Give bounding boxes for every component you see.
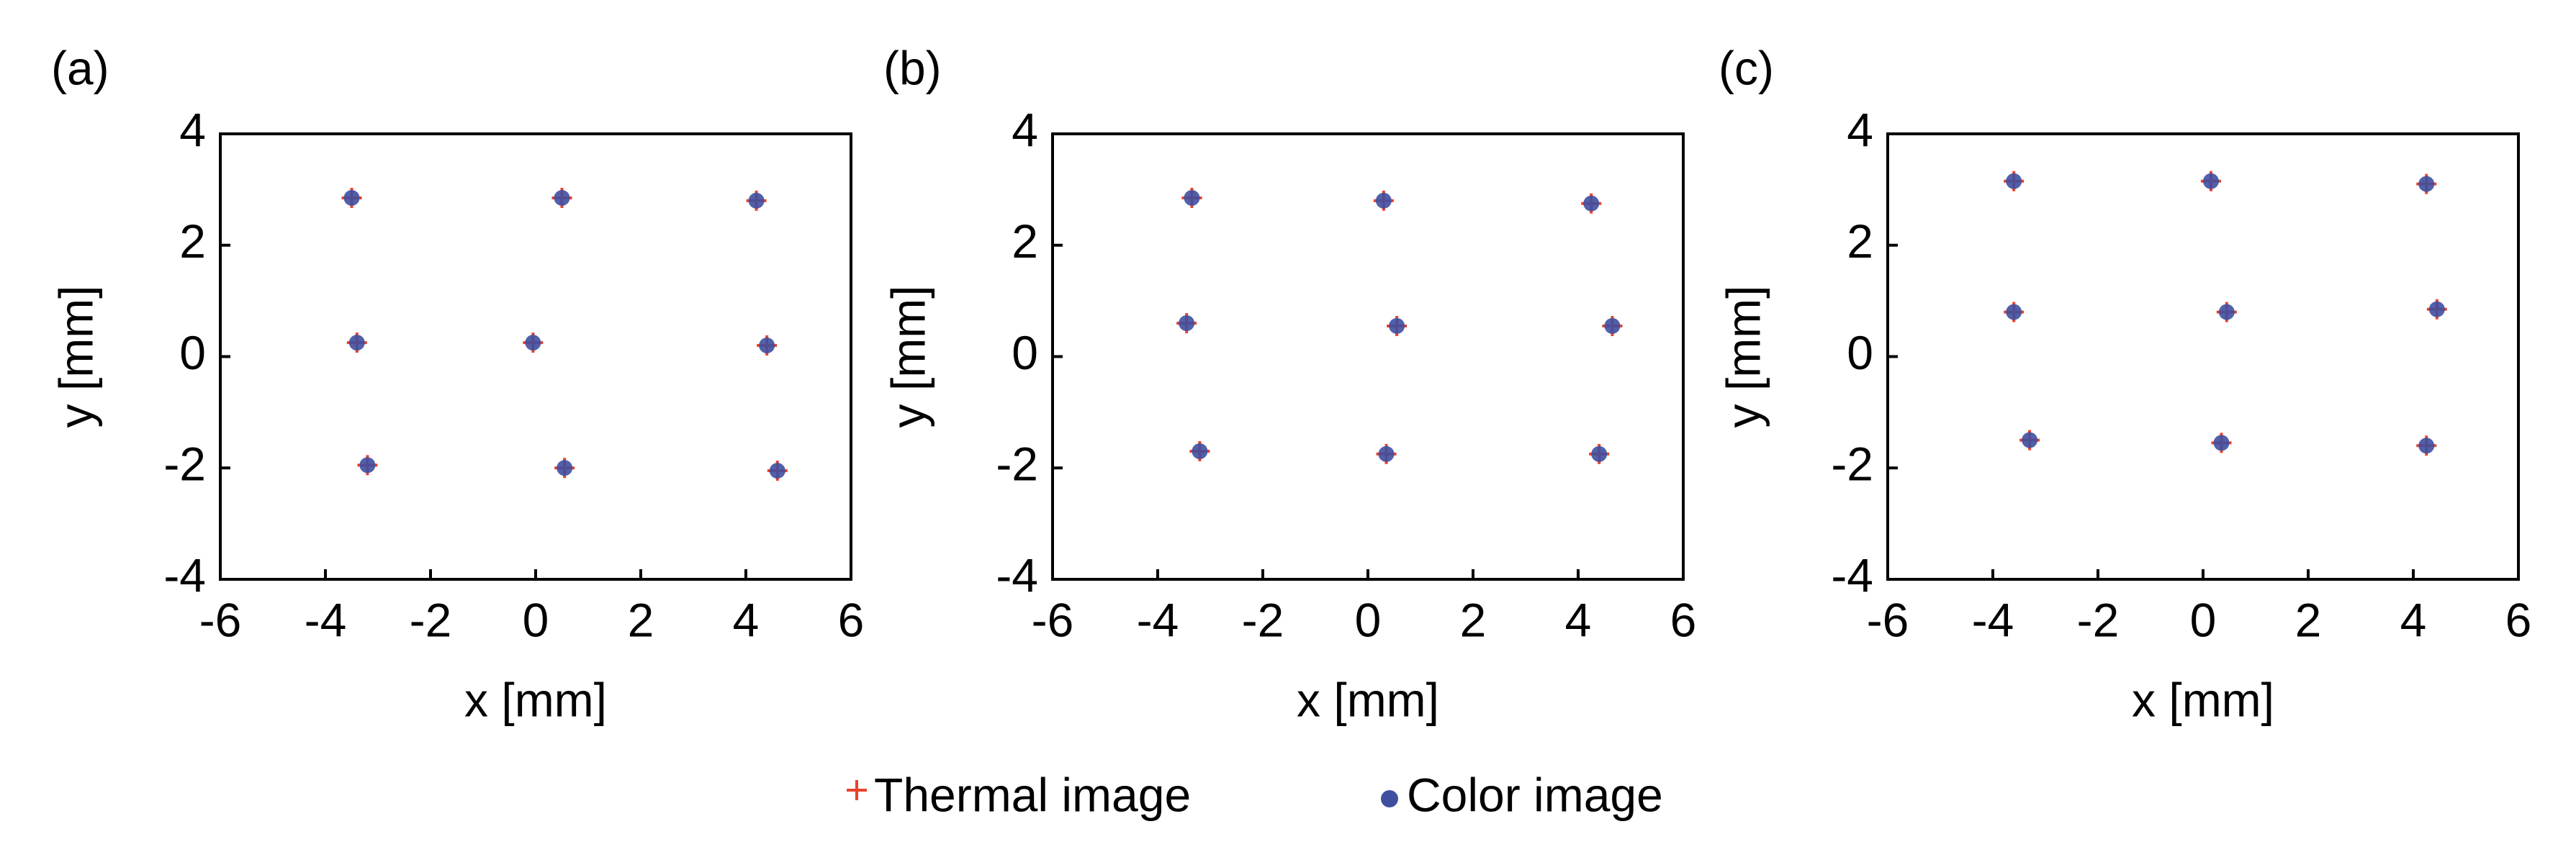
panel-label: (c) [1719, 41, 1774, 94]
color-point [1375, 192, 1392, 209]
y-tick-label: 2 [1012, 214, 1038, 268]
color-point [2418, 438, 2435, 454]
color-point [2006, 173, 2022, 189]
x-tick-label: -2 [1242, 593, 1284, 646]
x-tick-label: 0 [1355, 593, 1382, 646]
x-axis-label: x [mm] [1297, 673, 1439, 726]
panel-label: (b) [883, 41, 942, 94]
x-tick-label: 6 [2505, 593, 2532, 646]
color-point [2022, 432, 2038, 448]
plot-frame [1886, 132, 2520, 581]
x-tick-label: 0 [523, 593, 549, 646]
y-tick-label: 4 [179, 103, 206, 156]
y-axis-label: y [mm] [1716, 286, 1770, 428]
color-point [1583, 195, 1600, 212]
color-point [2418, 176, 2435, 192]
x-axis-label: x [mm] [2132, 673, 2274, 726]
y-tick-label: 0 [1012, 326, 1038, 379]
x-tick-label: -4 [1137, 593, 1179, 646]
y-tick-label: 0 [1847, 326, 1873, 379]
color-point [557, 460, 573, 476]
color-point [759, 338, 775, 354]
legend-marker [847, 780, 867, 800]
y-tick-label: 4 [1012, 103, 1038, 156]
x-tick-label: -6 [1867, 593, 1909, 646]
legend-label: Thermal image [874, 768, 1191, 821]
y-tick-label: 2 [1847, 214, 1873, 268]
x-tick-label: -4 [1972, 593, 2014, 646]
color-point [2006, 304, 2022, 320]
color-point [525, 335, 541, 351]
color-point [348, 335, 365, 351]
color-point [1591, 445, 1608, 462]
y-axis-label: y [mm] [881, 286, 935, 428]
legend-label: Color image [1407, 768, 1663, 821]
x-axis-label: x [mm] [464, 673, 607, 726]
x-tick-label: 2 [1460, 593, 1487, 646]
color-point [1192, 443, 1208, 460]
x-tick-label: -4 [305, 593, 347, 646]
x-tick-label: 4 [2400, 593, 2427, 646]
color-point [554, 189, 570, 206]
color-point [1604, 317, 1621, 334]
color-point [1179, 315, 1195, 332]
color-point [343, 189, 360, 206]
x-tick-label: -6 [1032, 593, 1074, 646]
color-point [2218, 304, 2235, 320]
color-point [748, 192, 765, 209]
y-tick-label: -4 [1831, 548, 1873, 602]
color-point [2202, 173, 2219, 189]
x-tick-label: 4 [733, 593, 760, 646]
x-tick-label: 2 [628, 593, 654, 646]
x-tick-label: -2 [2077, 593, 2120, 646]
y-axis-label: y [mm] [49, 286, 102, 428]
color-point [359, 457, 376, 474]
y-tick-label: -4 [996, 548, 1038, 602]
color-point [1184, 189, 1200, 206]
y-tick-label: -2 [163, 438, 206, 491]
x-tick-label: 6 [1670, 593, 1697, 646]
x-tick-label: -2 [410, 593, 452, 646]
x-tick-label: 2 [2295, 593, 2322, 646]
y-tick-label: 4 [1847, 103, 1873, 156]
color-point [1389, 317, 1405, 334]
x-tick-label: -6 [199, 593, 242, 646]
x-tick-label: 0 [2190, 593, 2217, 646]
color-point [769, 463, 785, 479]
color-point [2213, 435, 2230, 451]
legend-marker [1381, 790, 1398, 807]
y-tick-label: -2 [996, 438, 1038, 491]
color-point [2428, 301, 2445, 317]
color-point [1378, 445, 1395, 462]
x-tick-label: 4 [1565, 593, 1592, 646]
y-tick-label: 2 [179, 214, 206, 268]
panel-label: (a) [51, 41, 109, 94]
y-tick-label: -4 [163, 548, 206, 602]
y-tick-label: 0 [179, 326, 206, 379]
x-tick-label: 6 [838, 593, 865, 646]
y-tick-label: -2 [1831, 438, 1873, 491]
